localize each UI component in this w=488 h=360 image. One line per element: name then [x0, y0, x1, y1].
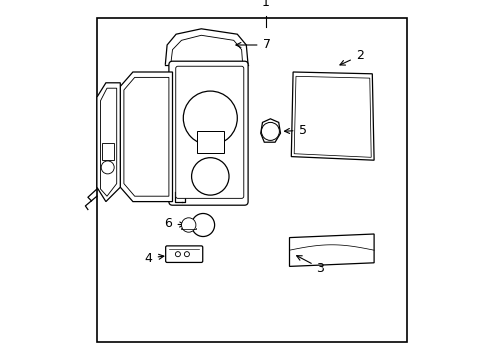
FancyBboxPatch shape — [175, 66, 244, 198]
Circle shape — [175, 252, 180, 257]
Polygon shape — [289, 234, 373, 266]
Circle shape — [191, 213, 214, 237]
Text: 4: 4 — [144, 252, 163, 265]
Text: 3: 3 — [296, 256, 324, 275]
Bar — [197, 131, 224, 153]
Polygon shape — [260, 119, 280, 142]
Text: 2: 2 — [339, 49, 363, 65]
Polygon shape — [123, 77, 168, 196]
Polygon shape — [291, 72, 373, 160]
Polygon shape — [120, 72, 172, 202]
Circle shape — [181, 218, 196, 232]
Polygon shape — [97, 83, 120, 202]
Circle shape — [191, 158, 228, 195]
Text: 5: 5 — [284, 124, 306, 137]
Polygon shape — [294, 76, 370, 157]
FancyBboxPatch shape — [168, 61, 247, 205]
Circle shape — [183, 91, 237, 145]
Circle shape — [184, 252, 189, 257]
Bar — [102, 143, 114, 160]
Polygon shape — [101, 88, 117, 196]
Bar — [97, 18, 406, 342]
Text: 7: 7 — [235, 39, 270, 51]
FancyBboxPatch shape — [165, 246, 203, 262]
Circle shape — [101, 161, 114, 174]
Text: 1: 1 — [262, 0, 269, 9]
Text: 6: 6 — [164, 217, 184, 230]
Circle shape — [261, 122, 279, 140]
